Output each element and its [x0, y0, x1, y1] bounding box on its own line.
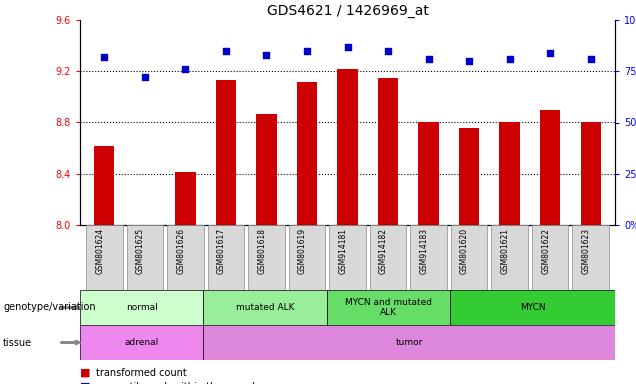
Bar: [581, 122, 601, 225]
Text: GSM801620: GSM801620: [460, 228, 469, 275]
Text: tissue: tissue: [3, 338, 32, 348]
Bar: [418, 122, 439, 225]
Bar: [327, 290, 450, 325]
Bar: [540, 110, 560, 225]
Point: [504, 56, 515, 62]
Text: GSM801624: GSM801624: [95, 228, 104, 275]
Bar: [176, 172, 195, 225]
Bar: [450, 290, 615, 325]
Bar: [167, 225, 204, 290]
Text: ■: ■: [80, 368, 90, 378]
Text: GSM914183: GSM914183: [420, 228, 429, 275]
Bar: [208, 225, 244, 290]
Point: [261, 52, 272, 58]
Text: percentile rank within the sample: percentile rank within the sample: [96, 382, 261, 384]
Point: [464, 58, 474, 64]
Bar: [572, 225, 609, 290]
Text: MYCN: MYCN: [520, 303, 546, 312]
Bar: [289, 225, 325, 290]
Bar: [80, 325, 204, 360]
Point: [545, 50, 555, 56]
Bar: [459, 127, 479, 225]
Point: [140, 74, 150, 81]
Bar: [297, 81, 317, 225]
Bar: [256, 114, 277, 225]
Text: genotype/variation: genotype/variation: [3, 303, 96, 313]
Bar: [204, 290, 327, 325]
Bar: [216, 80, 236, 225]
Text: GSM914181: GSM914181: [338, 228, 347, 274]
Text: MYCN and mutated
ALK: MYCN and mutated ALK: [345, 298, 432, 317]
Point: [302, 48, 312, 54]
Text: GSM801618: GSM801618: [258, 228, 266, 274]
Bar: [499, 122, 520, 225]
Text: GSM801619: GSM801619: [298, 228, 307, 275]
Text: GSM801622: GSM801622: [541, 228, 550, 274]
Text: mutated ALK: mutated ALK: [236, 303, 294, 312]
Point: [424, 56, 434, 62]
Text: GSM801617: GSM801617: [217, 228, 226, 275]
Text: ■: ■: [80, 382, 90, 384]
Point: [586, 56, 596, 62]
Bar: [337, 69, 357, 225]
Bar: [492, 225, 528, 290]
Text: normal: normal: [126, 303, 158, 312]
Bar: [532, 225, 569, 290]
Text: transformed count: transformed count: [96, 368, 186, 378]
Bar: [204, 325, 615, 360]
Bar: [248, 225, 285, 290]
Title: GDS4621 / 1426969_at: GDS4621 / 1426969_at: [266, 3, 429, 18]
Bar: [378, 78, 398, 225]
Bar: [451, 225, 487, 290]
Bar: [370, 225, 406, 290]
Point: [383, 48, 393, 54]
Bar: [329, 225, 366, 290]
Point: [221, 48, 231, 54]
Bar: [410, 225, 447, 290]
Text: GSM914182: GSM914182: [379, 228, 388, 274]
Point: [99, 54, 109, 60]
Bar: [127, 225, 163, 290]
Text: tumor: tumor: [396, 338, 423, 347]
Point: [342, 43, 352, 50]
Text: GSM801623: GSM801623: [582, 228, 591, 275]
Bar: [94, 146, 114, 225]
Bar: [80, 290, 204, 325]
Bar: [86, 225, 123, 290]
Text: GSM801626: GSM801626: [176, 228, 185, 275]
Point: [180, 66, 190, 72]
Text: adrenal: adrenal: [125, 338, 159, 347]
Text: GSM801621: GSM801621: [501, 228, 509, 274]
Text: GSM801625: GSM801625: [136, 228, 145, 275]
